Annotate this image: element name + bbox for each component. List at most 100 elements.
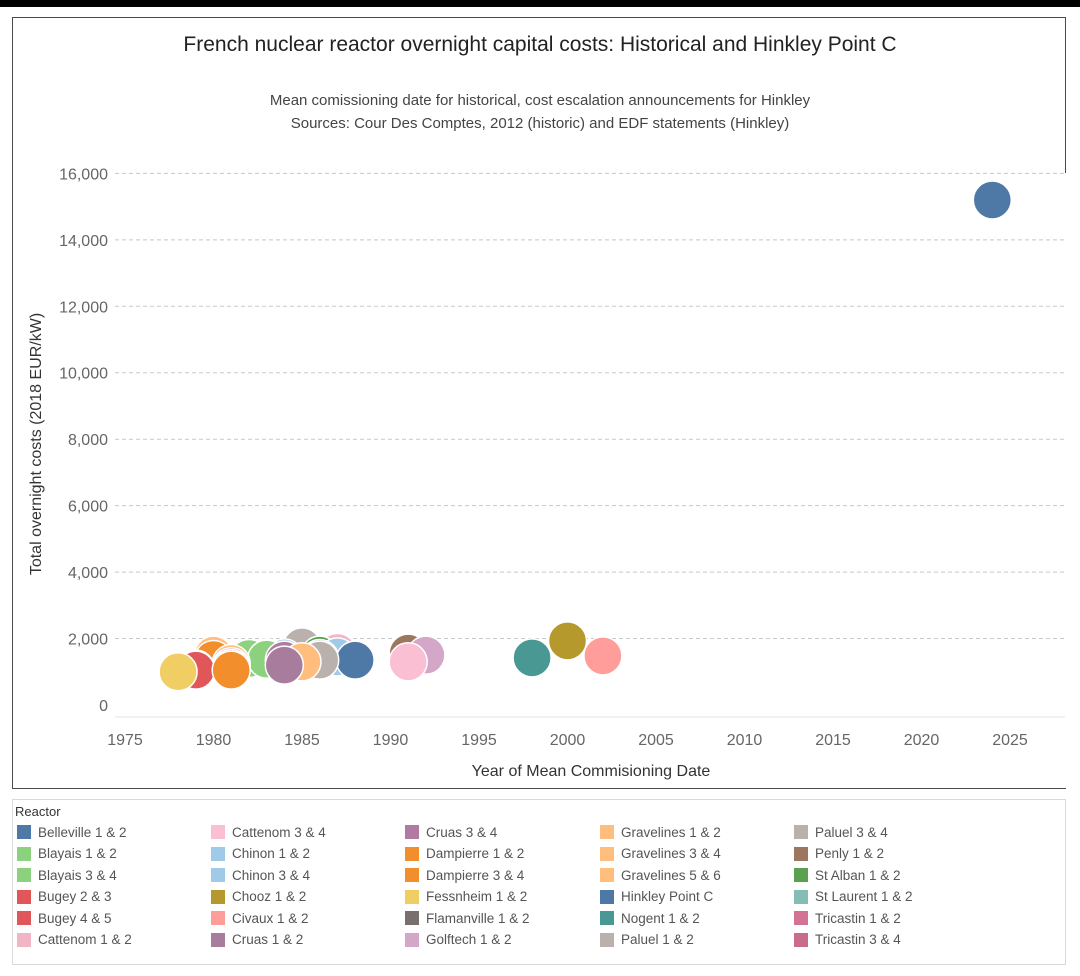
legend-swatch	[600, 911, 614, 925]
legend-label: Chinon 1 & 2	[232, 846, 311, 861]
legend-label: Nogent 1 & 2	[621, 910, 700, 926]
y-tick-label: 4,000	[68, 565, 108, 582]
legend-item[interactable]: Chooz 1 & 2	[211, 888, 306, 906]
legend-item[interactable]: Chinon 3 & 4	[211, 866, 310, 884]
legend-label: Gravelines 3 & 4	[621, 846, 721, 861]
legend-item[interactable]: Golftech 1 & 2	[405, 931, 512, 949]
legend-item[interactable]: Dampierre 3 & 4	[405, 866, 524, 884]
legend-label: Fessnheim 1 & 2	[426, 889, 528, 904]
legend-item[interactable]: Cruas 3 & 4	[405, 823, 497, 841]
legend-label: Dampierre 1 & 2	[426, 846, 525, 861]
legend-swatch	[405, 868, 419, 882]
y-tick-label: 8,000	[68, 432, 108, 449]
legend-swatch	[794, 868, 808, 882]
chart-frame	[12, 17, 1066, 789]
legend-label: Belleville 1 & 2	[38, 824, 127, 840]
legend-label: Blayais 3 & 4	[38, 867, 117, 883]
x-tick-label: 2025	[992, 732, 1028, 749]
legend-item[interactable]: Tricastin 3 & 4	[794, 931, 901, 949]
data-point-nogent-1-2[interactable]	[512, 638, 552, 678]
legend-item[interactable]: Cattenom 3 & 4	[211, 823, 326, 841]
legend-swatch	[405, 889, 419, 904]
legend-label: Paluel 3 & 4	[815, 824, 888, 840]
legend-swatch	[794, 932, 808, 947]
legend-label: Civaux 1 & 2	[232, 910, 309, 926]
legend-label: Tricastin 3 & 4	[815, 932, 901, 947]
y-tick-label: 2,000	[68, 632, 108, 649]
legend-label: Hinkley Point C	[621, 889, 714, 904]
legend-item[interactable]: Penly 1 & 2	[794, 845, 884, 863]
legend-item[interactable]: Bugey 2 & 3	[17, 888, 112, 906]
data-point-cruas-1-2[interactable]	[264, 645, 305, 685]
legend-item[interactable]: Bugey 4 & 5	[17, 909, 112, 927]
y-tick-label: 16,000	[59, 166, 108, 183]
legend-label: Cattenom 3 & 4	[232, 824, 326, 840]
x-tick-label: 1995	[461, 732, 497, 749]
legend-swatch	[211, 825, 225, 839]
x-tick-label: 2000	[550, 732, 586, 749]
legend-item[interactable]: Gravelines 1 & 2	[600, 823, 721, 841]
legend-title: Reactor	[15, 804, 61, 819]
legend-item[interactable]: Belleville 1 & 2	[17, 823, 127, 841]
legend-item[interactable]: Gravelines 5 & 6	[600, 866, 721, 884]
legend-item[interactable]: Chinon 1 & 2	[211, 845, 310, 863]
x-tick-label: 1990	[373, 732, 409, 749]
legend-item[interactable]: Cruas 1 & 2	[211, 931, 303, 949]
data-point-chooz-1-2[interactable]	[547, 621, 588, 661]
y-tick-label: 10,000	[59, 366, 108, 383]
data-point-civaux-1-2[interactable]	[583, 636, 623, 676]
legend-swatch	[600, 825, 614, 839]
legend-label: Blayais 1 & 2	[38, 846, 117, 861]
legend-label: Cruas 3 & 4	[426, 824, 498, 840]
legend-label: Cattenom 1 & 2	[38, 932, 132, 947]
legend-label: Chooz 1 & 2	[232, 889, 307, 904]
legend-label: Gravelines 1 & 2	[621, 824, 721, 840]
x-tick-label: 1975	[107, 732, 143, 749]
x-axis-label: Year of Mean Commisioning Date	[472, 763, 711, 780]
legend-item[interactable]: Nogent 1 & 2	[600, 909, 700, 927]
legend-item[interactable]: Paluel 1 & 2	[600, 931, 694, 949]
legend-swatch	[600, 846, 614, 861]
legend-label: Chinon 3 & 4	[232, 867, 311, 883]
grid-lines	[115, 172, 1065, 640]
data-point-hinkley-point-c[interactable]	[972, 180, 1013, 220]
legend-swatch	[211, 868, 225, 882]
legend-item[interactable]: Dampierre 1 & 2	[405, 845, 524, 863]
legend-item[interactable]: Blayais 1 & 2	[17, 845, 117, 863]
y-tick-label: 0	[99, 698, 108, 715]
x-tick-label: 2005	[638, 732, 674, 749]
legend-item[interactable]: Tricastin 1 & 2	[794, 909, 901, 927]
x-tick-label: 2020	[904, 732, 940, 749]
chart-frame-right-edge	[1065, 17, 1066, 173]
y-tick-label: 6,000	[68, 499, 108, 516]
legend-item[interactable]: Blayais 3 & 4	[17, 866, 117, 884]
data-point-cattenom-3-4[interactable]	[388, 642, 428, 682]
legend-item[interactable]: St Laurent 1 & 2	[794, 888, 913, 906]
legend-item[interactable]: Cattenom 1 & 2	[17, 931, 132, 949]
legend-label: Tricastin 1 & 2	[815, 910, 901, 926]
legend-item[interactable]: Gravelines 3 & 4	[600, 845, 721, 863]
data-point-dampierre-3-4[interactable]	[211, 650, 251, 690]
y-tick-label: 14,000	[59, 233, 108, 250]
y-axis-label: Total overnight costs (2018 EUR/kW)	[28, 313, 45, 575]
x-tick-label: 2015	[815, 732, 851, 749]
chart-title: French nuclear reactor overnight capital…	[183, 33, 896, 56]
data-point-fessnheim-1-2[interactable]	[158, 652, 198, 692]
legend-swatch	[794, 825, 808, 839]
data-points	[158, 180, 1013, 692]
legend-item[interactable]: Fessnheim 1 & 2	[405, 888, 527, 906]
legend: Reactor Belleville 1 & 2 Blayais 1 & 2 Bla…	[12, 799, 1066, 965]
legend-label: Cruas 1 & 2	[232, 932, 304, 947]
legend-item[interactable]: St Alban 1 & 2	[794, 866, 901, 884]
legend-item[interactable]: Hinkley Point C	[600, 888, 713, 906]
chart-subtitle-line-2: Sources: Cour Des Comptes, 2012 (histori…	[291, 115, 790, 132]
legend-swatch	[600, 932, 614, 947]
legend-item[interactable]: Flamanville 1 & 2	[405, 909, 530, 927]
legend-label: St Alban 1 & 2	[815, 867, 901, 883]
legend-item[interactable]: Paluel 3 & 4	[794, 823, 888, 841]
legend-swatch	[405, 846, 419, 861]
legend-item[interactable]: Civaux 1 & 2	[211, 909, 309, 927]
legend-label: Flamanville 1 & 2	[426, 910, 530, 926]
x-tick-label: 1985	[284, 732, 320, 749]
data-point-belleville-1-2[interactable]	[335, 640, 375, 680]
